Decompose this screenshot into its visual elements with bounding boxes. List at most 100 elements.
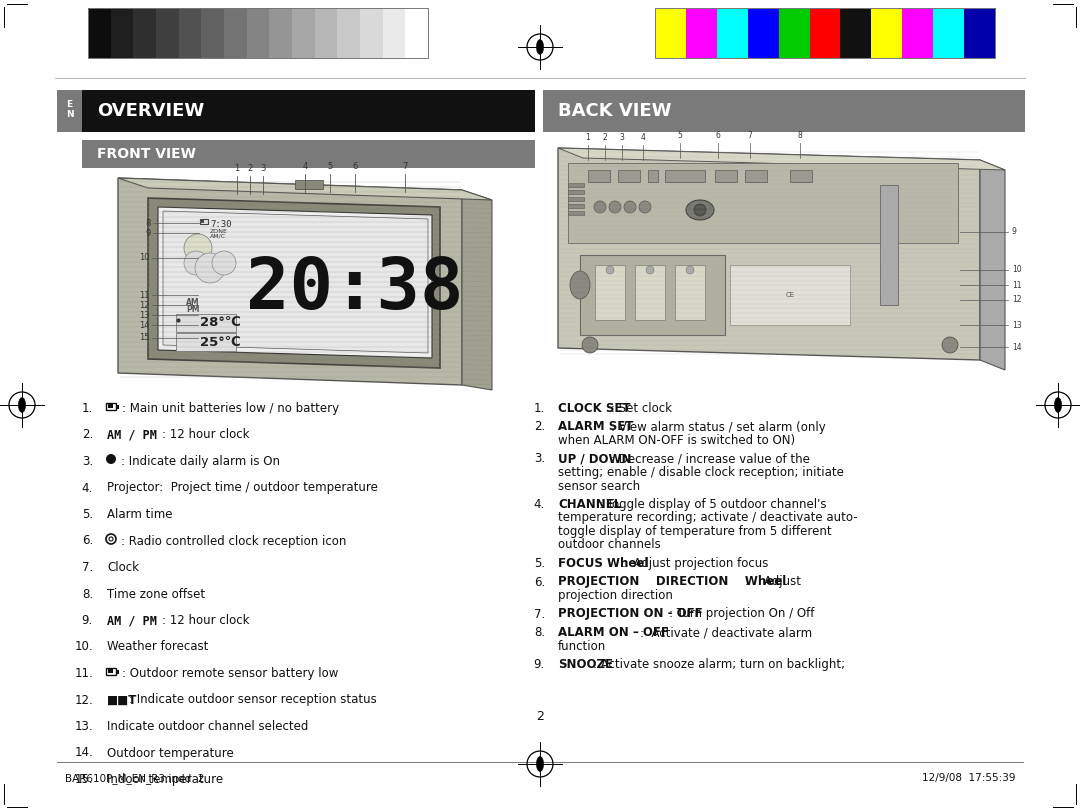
Text: 3: 3 xyxy=(620,133,624,142)
Text: : View alarm status / set alarm (only: : View alarm status / set alarm (only xyxy=(610,420,825,434)
Text: Time zone offset: Time zone offset xyxy=(107,587,205,600)
Text: : 12 hour clock: : 12 hour clock xyxy=(162,428,249,441)
Bar xyxy=(715,170,737,182)
Bar xyxy=(654,8,687,58)
Circle shape xyxy=(606,266,615,274)
Ellipse shape xyxy=(1054,397,1062,413)
Text: 13: 13 xyxy=(139,311,150,320)
Text: PM: PM xyxy=(186,305,200,314)
Bar xyxy=(840,8,872,58)
Bar xyxy=(82,140,535,168)
Bar xyxy=(872,8,903,58)
Bar xyxy=(880,185,897,305)
Text: when ALARM ON-OFF is switched to ON): when ALARM ON-OFF is switched to ON) xyxy=(558,434,795,447)
Text: 20:38: 20:38 xyxy=(246,255,463,324)
Bar xyxy=(675,265,705,320)
Text: 12.: 12. xyxy=(75,693,93,706)
Text: Alarm time: Alarm time xyxy=(107,508,173,521)
Polygon shape xyxy=(148,198,440,368)
Circle shape xyxy=(582,337,598,353)
Text: 5: 5 xyxy=(327,162,333,171)
Text: : Radio controlled clock reception icon: : Radio controlled clock reception icon xyxy=(121,534,347,547)
Circle shape xyxy=(195,253,225,283)
Text: 15: 15 xyxy=(139,333,150,342)
Bar xyxy=(789,170,812,182)
Text: 4.: 4. xyxy=(82,482,93,495)
Text: CHANNEL: CHANNEL xyxy=(558,498,621,511)
Bar xyxy=(337,8,361,58)
Text: 2: 2 xyxy=(247,164,253,173)
Bar xyxy=(580,255,725,335)
Text: : Main unit batteries low / no battery: : Main unit batteries low / no battery xyxy=(122,402,339,415)
Text: toggle display of temperature from 5 different: toggle display of temperature from 5 dif… xyxy=(558,525,832,538)
Text: projection direction: projection direction xyxy=(558,589,673,602)
Text: AM/C: AM/C xyxy=(210,234,226,239)
Text: 11.: 11. xyxy=(75,667,93,680)
Text: : Activate snooze alarm; turn on backlight;: : Activate snooze alarm; turn on backlig… xyxy=(593,658,846,671)
Bar xyxy=(902,8,934,58)
Bar xyxy=(686,8,717,58)
Text: 1.: 1. xyxy=(534,402,545,415)
Bar xyxy=(747,8,779,58)
Ellipse shape xyxy=(686,200,714,220)
Bar xyxy=(133,8,157,58)
Bar xyxy=(246,8,270,58)
Text: 10: 10 xyxy=(1012,265,1022,274)
Circle shape xyxy=(184,234,212,262)
Bar xyxy=(568,163,958,243)
Polygon shape xyxy=(558,148,980,360)
Bar xyxy=(568,204,584,208)
Bar xyxy=(176,314,237,332)
Text: 1: 1 xyxy=(585,133,591,142)
Text: 9: 9 xyxy=(1012,228,1017,237)
Text: 6: 6 xyxy=(352,162,357,171)
Text: 3: 3 xyxy=(260,164,266,173)
Ellipse shape xyxy=(18,397,26,413)
Text: : Indicate daily alarm is On: : Indicate daily alarm is On xyxy=(121,455,280,468)
Text: 7:30: 7:30 xyxy=(210,220,231,229)
Text: 13: 13 xyxy=(1012,320,1022,329)
Text: :  Activate / deactivate alarm: : Activate / deactivate alarm xyxy=(639,626,812,639)
Text: 8: 8 xyxy=(798,131,802,140)
Text: 2: 2 xyxy=(603,133,607,142)
Text: : 12 hour clock: : 12 hour clock xyxy=(162,614,249,627)
Text: Indoor temperature: Indoor temperature xyxy=(107,773,224,786)
Bar xyxy=(201,220,204,223)
Text: Weather forecast: Weather forecast xyxy=(107,641,208,654)
Text: BACK VIEW: BACK VIEW xyxy=(558,102,672,120)
Text: Indicate outdoor channel selected: Indicate outdoor channel selected xyxy=(107,720,309,733)
Bar xyxy=(568,190,584,194)
Text: 9: 9 xyxy=(146,229,151,238)
Polygon shape xyxy=(158,207,432,358)
Text: SNOOZE: SNOOZE xyxy=(558,658,613,671)
Circle shape xyxy=(686,266,694,274)
Bar xyxy=(588,170,610,182)
Circle shape xyxy=(212,251,237,275)
Text: 1.: 1. xyxy=(82,402,93,415)
Text: 8: 8 xyxy=(146,218,151,228)
Text: CLOCK SET: CLOCK SET xyxy=(558,402,631,415)
Text: : Decrease / increase value of the: : Decrease / increase value of the xyxy=(610,453,810,466)
Bar xyxy=(57,90,82,132)
Bar xyxy=(595,265,625,320)
Text: PROJECTION    DIRECTION    Wheel: PROJECTION DIRECTION Wheel xyxy=(558,576,786,589)
Text: :  Adjust projection focus: : Adjust projection focus xyxy=(622,557,769,570)
Polygon shape xyxy=(980,160,1005,370)
Text: PROJECTION ON - OFF: PROJECTION ON - OFF xyxy=(558,607,703,620)
Text: setting; enable / disable clock reception; initiate: setting; enable / disable clock receptio… xyxy=(558,466,843,479)
Text: 1: 1 xyxy=(234,164,240,173)
Text: 7.: 7. xyxy=(534,607,545,620)
Ellipse shape xyxy=(570,271,590,299)
Bar xyxy=(82,90,535,132)
Text: 10.: 10. xyxy=(75,641,93,654)
Polygon shape xyxy=(462,190,492,390)
Text: 6: 6 xyxy=(716,131,720,140)
Text: 3.: 3. xyxy=(82,455,93,468)
Text: 3.: 3. xyxy=(534,453,545,466)
Bar xyxy=(648,170,658,182)
Bar xyxy=(730,265,850,325)
Text: 4.: 4. xyxy=(534,498,545,511)
Bar xyxy=(295,180,323,189)
Circle shape xyxy=(646,266,654,274)
Bar xyxy=(106,403,116,410)
